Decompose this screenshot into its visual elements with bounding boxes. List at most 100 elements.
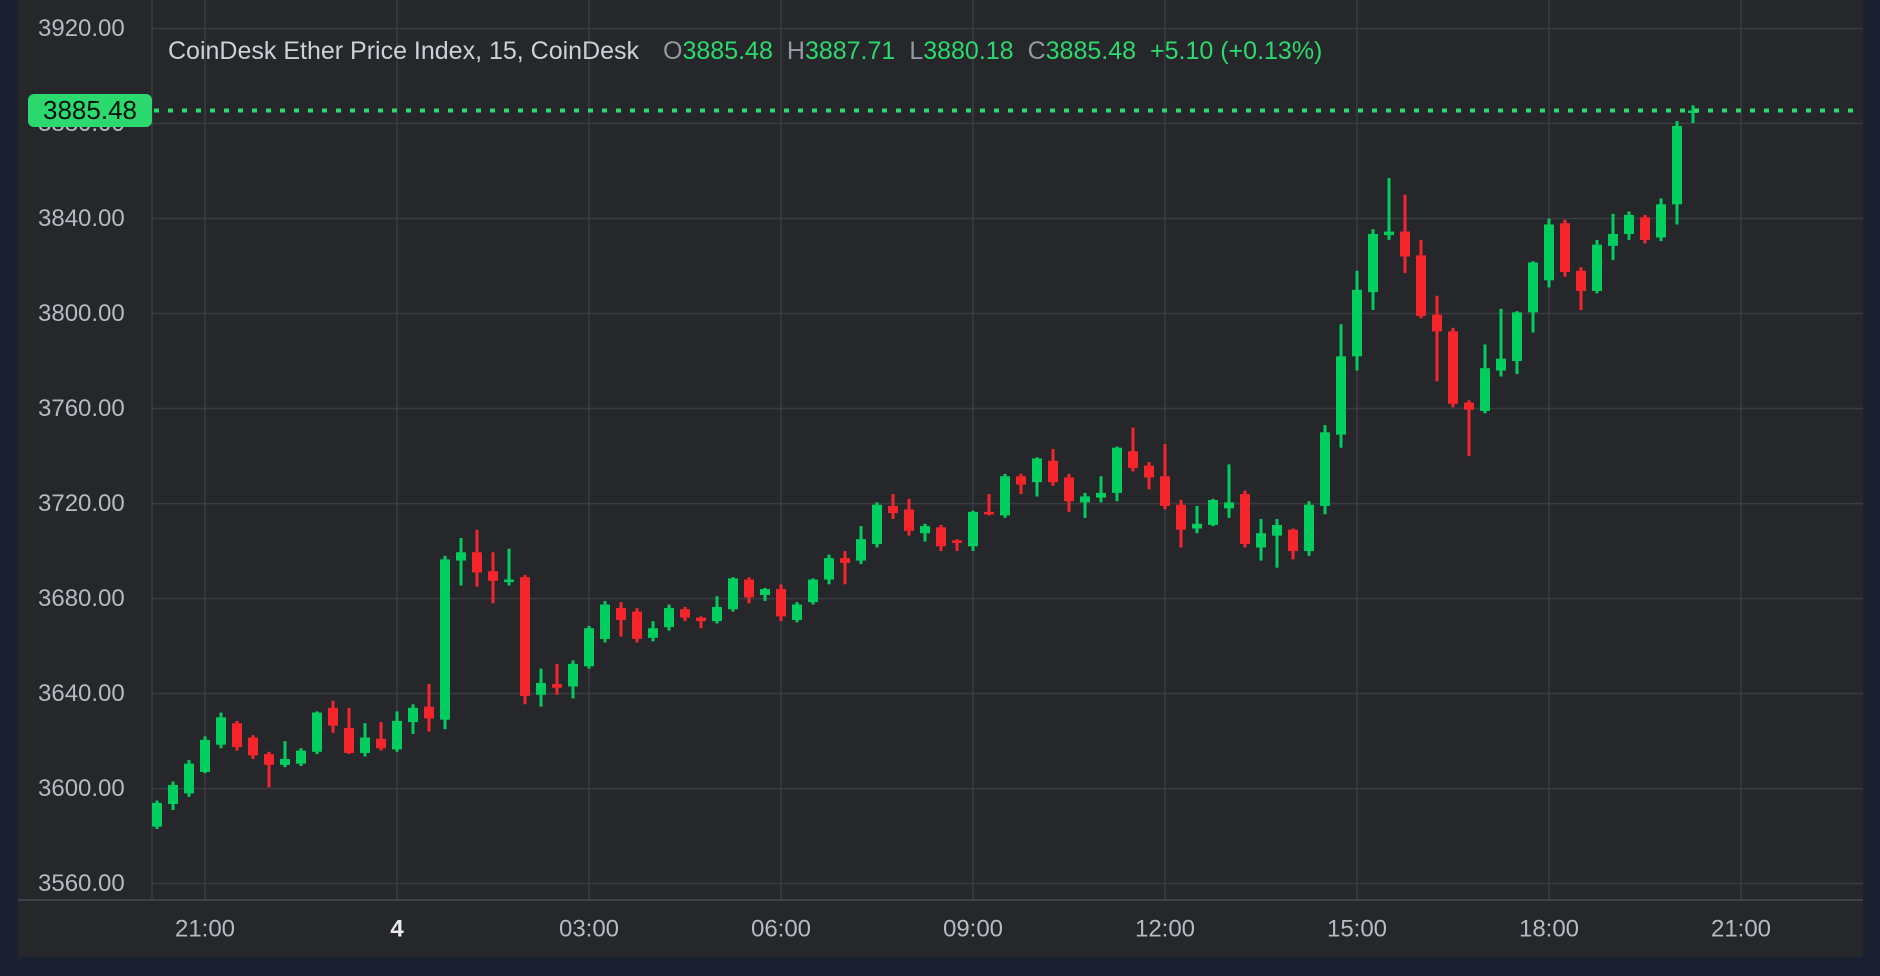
candle-wick <box>1435 295 1439 382</box>
candle-body-down <box>1416 255 1426 316</box>
candle-body-down <box>488 571 498 581</box>
x-tick-label: 09:00 <box>943 916 1003 943</box>
x-tick-label: 06:00 <box>751 916 811 943</box>
x-tick-label: 21:00 <box>175 916 235 943</box>
x-tick-label: 03:00 <box>559 916 619 943</box>
candle-body-down <box>520 577 530 696</box>
candle-body-up <box>1304 504 1314 552</box>
candle-body-down <box>680 609 690 618</box>
chart-surface[interactable] <box>152 0 1863 900</box>
candle-body-up <box>1096 492 1106 498</box>
candle-wick <box>1131 427 1135 472</box>
candle-body-up <box>408 707 418 723</box>
candle-wick <box>1227 464 1231 518</box>
candle-body-up <box>1272 524 1282 536</box>
candle-body-up <box>360 737 370 753</box>
y-tick-label: 3840.00 <box>38 205 125 232</box>
candle-body-up <box>856 539 866 561</box>
candle-body-up <box>824 558 834 580</box>
frame-left <box>0 0 18 976</box>
candle-body-down <box>1464 402 1474 410</box>
candle-body-up <box>712 606 722 622</box>
candle-body-down <box>1144 465 1154 478</box>
candle-body-up <box>1192 523 1202 529</box>
candle-body-up <box>1480 368 1490 411</box>
candle-body-up <box>1688 110 1698 113</box>
current-price-label: 3885.48 <box>28 94 152 127</box>
candle-body-up <box>168 785 178 805</box>
x-tick-label: 18:00 <box>1519 916 1579 943</box>
frame-bottom <box>0 957 1880 976</box>
candle-body-up <box>584 628 594 667</box>
candle-body-up <box>600 604 610 639</box>
candle-body-up <box>1000 476 1010 516</box>
candle-body-down <box>1640 217 1650 240</box>
candle-body-down <box>1016 476 1026 485</box>
candle-body-up <box>1112 447 1122 493</box>
candle-body-up <box>1624 214 1634 234</box>
candle-wick <box>843 551 847 585</box>
candle-wick <box>1083 492 1087 518</box>
candle-body-down <box>1176 504 1186 530</box>
candle-body-up <box>1544 224 1554 281</box>
candle-wick <box>507 548 511 586</box>
candle-body-up <box>536 682 546 695</box>
candle-body-down <box>776 589 786 617</box>
candle-body-down <box>744 579 754 598</box>
y-tick-label: 3600.00 <box>38 775 125 802</box>
candle-body-down <box>696 617 706 622</box>
candle-body-up <box>1496 358 1506 371</box>
candle-body-up <box>312 712 322 752</box>
candle-body-up <box>808 579 818 603</box>
candle-body-up <box>1080 496 1090 503</box>
candle-wick <box>1499 308 1503 377</box>
candle-body-down <box>840 558 850 563</box>
candle-body-up <box>504 579 514 583</box>
x-tick-label: 21:00 <box>1711 916 1771 943</box>
candle-body-down <box>1240 494 1250 544</box>
candle-body-up <box>1656 204 1666 238</box>
candle-body-up <box>216 717 226 745</box>
candle-body-up <box>200 739 210 772</box>
candle-body-down <box>232 723 242 748</box>
candle-body-down <box>248 737 258 756</box>
candle-wick <box>1467 400 1471 457</box>
candle-body-up <box>184 763 194 794</box>
candle-body-down <box>1560 223 1570 272</box>
y-tick-label: 3560.00 <box>38 870 125 897</box>
candle-body-up <box>664 608 674 628</box>
candle-wick <box>699 616 703 629</box>
candle-body-up <box>1320 432 1330 506</box>
candle-body-up <box>568 663 578 687</box>
candle-body-down <box>1448 331 1458 404</box>
candle-wick <box>1387 178 1391 240</box>
candle-body-down <box>376 738 386 749</box>
candle-body-down <box>1576 270 1586 291</box>
candle-body-up <box>1256 533 1266 548</box>
candle-body-up <box>1528 262 1538 313</box>
candle-wick <box>1099 476 1103 503</box>
candle-body-down <box>904 509 914 531</box>
price-scale[interactable] <box>18 0 152 900</box>
candle-wick <box>1275 519 1279 568</box>
x-tick-label: 4 <box>390 916 404 943</box>
candle-body-down <box>1128 451 1138 468</box>
candle-wick <box>1195 505 1199 534</box>
candle-wick <box>379 722 383 751</box>
candle-body-up <box>1368 233 1378 293</box>
candle-body-down <box>616 608 626 620</box>
candle-body-up <box>760 589 770 596</box>
time-scale[interactable] <box>18 900 1863 957</box>
candle-body-up <box>1672 125 1682 205</box>
candle-body-up <box>1608 233 1618 246</box>
y-tick-label: 3760.00 <box>38 395 125 422</box>
candle-body-up <box>1032 458 1042 483</box>
candle-body-down <box>952 540 962 543</box>
candle-wick <box>555 663 559 695</box>
x-tick-label: 15:00 <box>1327 916 1387 943</box>
candle-wick <box>1691 105 1695 124</box>
candle-wick <box>459 538 463 586</box>
candle-body-up <box>1592 244 1602 291</box>
